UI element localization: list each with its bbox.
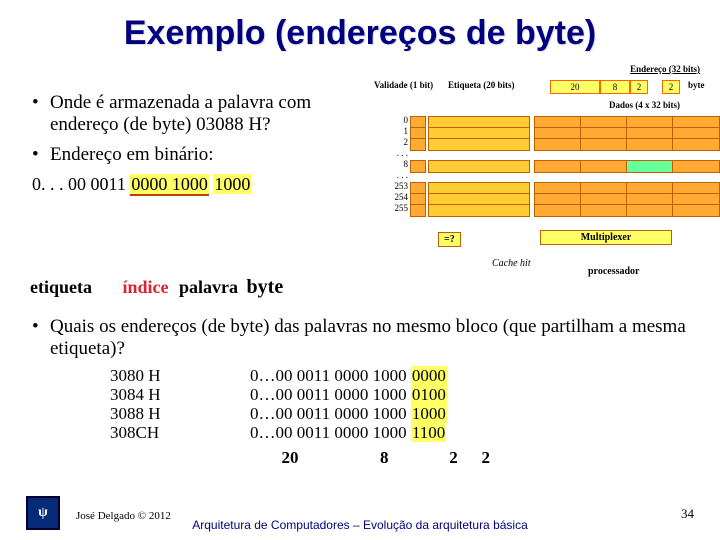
bin-pre: 0…00 0011 0000 1000 bbox=[250, 404, 411, 423]
bullet-2: Endereço em binário: bbox=[32, 144, 372, 166]
bin-pre: 0…00 0011 0000 1000 bbox=[250, 366, 411, 385]
cache-hit-label: Cache hit bbox=[492, 258, 531, 269]
addr-field-8: 8 bbox=[600, 80, 630, 94]
bits-2a: 2 bbox=[439, 448, 469, 468]
row-label: 254 bbox=[392, 192, 410, 202]
row-label: 8 bbox=[392, 159, 410, 169]
binary-line: 0. . . 00 0011 0000 1000 1000 bbox=[32, 174, 372, 195]
bin-highlight: 1100 bbox=[411, 423, 446, 442]
addr-3: 308CH bbox=[110, 423, 161, 442]
row-label: 253 bbox=[392, 181, 410, 191]
answer-binaries: 0…00 0011 0000 1000 0000 0…00 0011 0000 … bbox=[250, 366, 447, 442]
byte-label: byte bbox=[688, 80, 705, 90]
addr-field-2a: 2 bbox=[630, 80, 648, 94]
row-label: . . . bbox=[392, 148, 410, 158]
bin-pre: 0…00 0011 0000 1000 bbox=[250, 385, 411, 404]
label-indice: índice bbox=[123, 277, 169, 298]
bin-pre: 0…00 0011 0000 1000 bbox=[250, 423, 411, 442]
bin-row-0: 0…00 0011 0000 1000 0000 bbox=[250, 366, 447, 385]
row-label: 0 bbox=[392, 115, 410, 125]
row-label: 255 bbox=[392, 203, 410, 213]
multiplexer: Multiplexer bbox=[540, 230, 672, 245]
row-label: 1 bbox=[392, 126, 410, 136]
main-bullets: Onde é armazenada a palavra com endereço… bbox=[32, 90, 372, 195]
comparator: =? bbox=[438, 232, 461, 247]
addr-field-2b: 2 bbox=[662, 80, 680, 94]
bit-widths-row: 20 8 2 2 bbox=[250, 448, 499, 468]
address-header: Endereço (32 bits) bbox=[630, 64, 700, 74]
cache-diagram: Endereço (32 bits) 20 8 2 2 byte Validad… bbox=[370, 70, 710, 290]
bits-8: 8 bbox=[334, 448, 434, 468]
label-palavra: palavra bbox=[179, 277, 238, 298]
addr-2: 3088 H bbox=[110, 404, 161, 423]
label-byte: byte bbox=[247, 276, 284, 299]
answer-addresses: 3080 H 3084 H 3088 H 308CH bbox=[110, 366, 161, 442]
bin-highlight: 1000 bbox=[411, 404, 447, 423]
addr-field-20: 20 bbox=[550, 80, 600, 94]
addr-1: 3084 H bbox=[110, 385, 161, 404]
bin-row-3: 0…00 0011 0000 1000 1100 bbox=[250, 423, 447, 442]
row-label: . . . bbox=[392, 170, 410, 180]
dados-header: Dados (4 x 32 bits) bbox=[609, 100, 680, 110]
bits-20: 20 bbox=[250, 448, 330, 468]
question-2-text: Quais os endereços (de byte) das palavra… bbox=[32, 316, 692, 360]
bin-row-2: 0…00 0011 0000 1000 1000 bbox=[250, 404, 447, 423]
bin-highlight: 0000 bbox=[411, 366, 447, 385]
slide-title: Exemplo (endereços de byte) bbox=[0, 0, 720, 53]
addr-0: 3080 H bbox=[110, 366, 161, 385]
processor-label: processador bbox=[588, 266, 639, 277]
question-2: Quais os endereços (de byte) das palavra… bbox=[32, 316, 692, 360]
page-number: 34 bbox=[681, 506, 694, 522]
bits-2b: 2 bbox=[473, 448, 499, 468]
binary-rest: 1000 bbox=[213, 174, 251, 194]
bin-row-1: 0…00 0011 0000 1000 0100 bbox=[250, 385, 447, 404]
binary-indice: 0000 1000 bbox=[130, 174, 209, 196]
validade-header: Validade (1 bit) bbox=[374, 80, 433, 90]
etiqueta-header: Etiqueta (20 bits) bbox=[448, 80, 515, 90]
bullet-1: Onde é armazenada a palavra com endereço… bbox=[32, 92, 372, 136]
row-label: 2 bbox=[392, 137, 410, 147]
binary-etiqueta: 0. . . 00 0011 bbox=[32, 174, 126, 194]
label-etiqueta: etiqueta bbox=[30, 277, 92, 298]
bin-highlight: 0100 bbox=[411, 385, 447, 404]
center-footer: Arquitetura de Computadores – Evolução d… bbox=[0, 518, 720, 532]
field-labels-row: etiqueta índice palavra byte bbox=[30, 276, 283, 299]
